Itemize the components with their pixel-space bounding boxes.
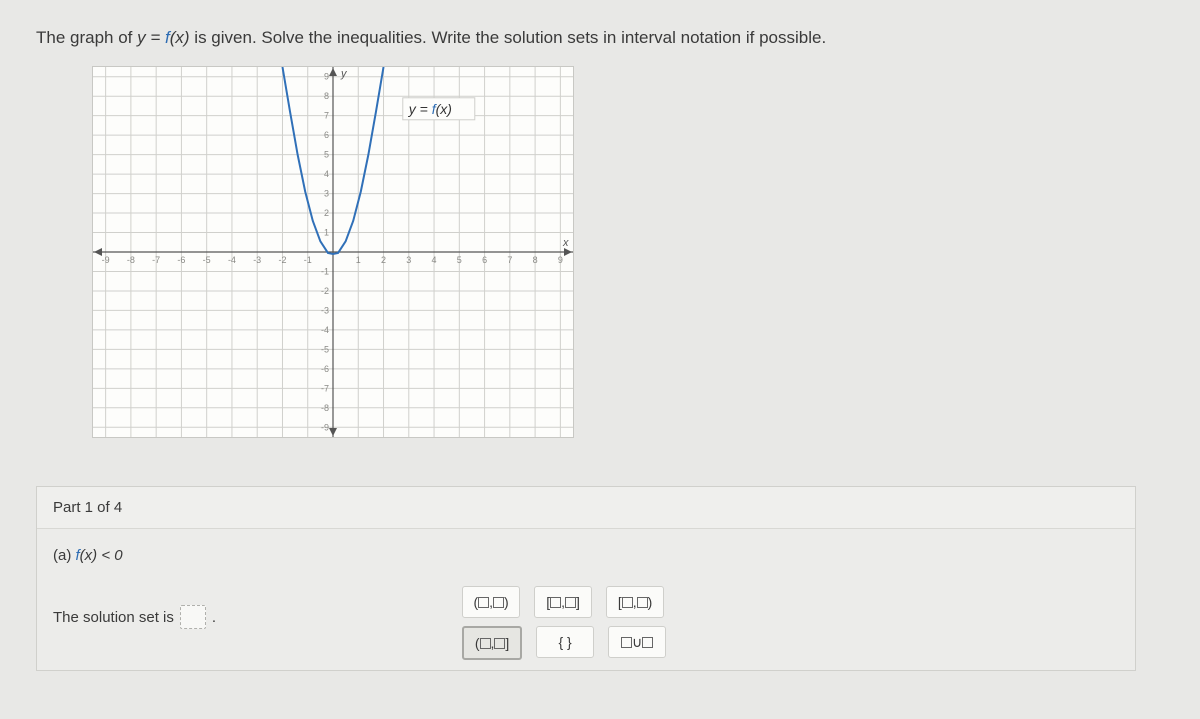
prompt-eq: y = f(x) <box>137 28 189 47</box>
svg-text:9: 9 <box>558 255 563 265</box>
svg-text:-1: -1 <box>304 255 312 265</box>
interval-toolbox: (,) [,] [,) (,] { } ∪ <box>462 586 666 660</box>
svg-text:-8: -8 <box>321 403 329 413</box>
prompt-post: is given. Solve the inequalities. Write … <box>194 28 826 47</box>
svg-text:-8: -8 <box>127 255 135 265</box>
question-expr: f(x) < 0 <box>76 547 123 564</box>
svg-text:x: x <box>562 237 569 249</box>
svg-text:-4: -4 <box>228 255 236 265</box>
svg-text:-9: -9 <box>102 255 110 265</box>
svg-text:-5: -5 <box>321 344 329 354</box>
svg-text:6: 6 <box>482 255 487 265</box>
svg-text:6: 6 <box>324 130 329 140</box>
svg-text:-3: -3 <box>321 305 329 315</box>
solution-pre: The solution set is <box>53 609 174 626</box>
svg-text:3: 3 <box>324 189 329 199</box>
svg-text:-7: -7 <box>152 255 160 265</box>
function-graph: -9 -8 -7 -6 -5 -4 -3 -2 -1 1 2 3 4 5 6 7 8 9 -9 -8 -7 -6 -5 -4 -… <box>92 66 574 438</box>
svg-text:2: 2 <box>381 255 386 265</box>
svg-text:5: 5 <box>324 150 329 160</box>
tool-open-closed[interactable]: (,] <box>462 626 522 660</box>
svg-text:-6: -6 <box>321 364 329 374</box>
svg-text:1: 1 <box>356 255 361 265</box>
svg-text:-4: -4 <box>321 325 329 335</box>
prompt-pre: The graph of <box>36 28 137 47</box>
svg-text:2: 2 <box>324 208 329 218</box>
tool-closed-closed[interactable]: [,] <box>534 586 592 618</box>
solution-line: The solution set is . (,) [,] [,) (,] { … <box>53 574 1119 660</box>
svg-text:-2: -2 <box>278 255 286 265</box>
part-header: Part 1 of 4 <box>37 487 1135 529</box>
svg-text:4: 4 <box>432 255 437 265</box>
tool-closed-open[interactable]: [,) <box>606 586 664 618</box>
svg-text:3: 3 <box>406 255 411 265</box>
svg-text:y = f(x): y = f(x) <box>408 101 452 117</box>
svg-text:7: 7 <box>324 111 329 121</box>
svg-text:8: 8 <box>533 255 538 265</box>
problem-statement: The graph of y = f(x) is given. Solve th… <box>36 28 1164 48</box>
svg-text:8: 8 <box>324 91 329 101</box>
tool-empty-set[interactable]: { } <box>536 626 594 658</box>
svg-text:-9: -9 <box>321 422 329 432</box>
question-line: (a) f(x) < 0 <box>53 547 1119 564</box>
tool-union[interactable]: ∪ <box>608 626 666 658</box>
svg-text:4: 4 <box>324 169 329 179</box>
part-container: Part 1 of 4 (a) f(x) < 0 The solution se… <box>36 486 1136 671</box>
svg-text:-1: -1 <box>321 266 329 276</box>
solution-post: . <box>212 609 216 626</box>
svg-text:-3: -3 <box>253 255 261 265</box>
svg-text:9: 9 <box>324 72 329 82</box>
svg-text:-7: -7 <box>321 383 329 393</box>
svg-text:-2: -2 <box>321 286 329 296</box>
svg-text:5: 5 <box>457 255 462 265</box>
tool-open-open[interactable]: (,) <box>462 586 520 618</box>
svg-text:1: 1 <box>324 228 329 238</box>
answer-input[interactable] <box>180 605 206 629</box>
svg-text:-5: -5 <box>203 255 211 265</box>
svg-text:-6: -6 <box>177 255 185 265</box>
question-label: (a) <box>53 547 76 564</box>
svg-text:7: 7 <box>507 255 512 265</box>
